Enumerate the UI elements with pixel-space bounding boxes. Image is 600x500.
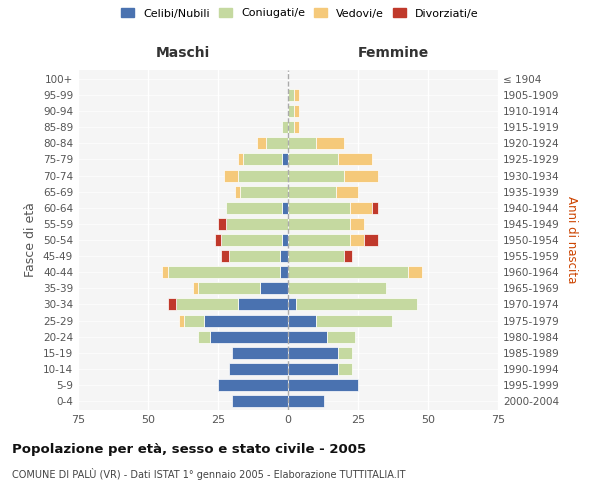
Bar — [288, 186, 335, 198]
Bar — [221, 250, 229, 262]
Bar — [288, 330, 327, 342]
Bar — [288, 282, 386, 294]
Bar — [288, 202, 350, 214]
Bar — [229, 250, 280, 262]
Bar — [179, 314, 184, 326]
Bar — [350, 202, 372, 214]
Bar — [241, 186, 288, 198]
Text: Maschi: Maschi — [156, 46, 210, 60]
Bar — [288, 379, 358, 391]
Bar — [316, 314, 392, 326]
Bar — [327, 330, 355, 342]
Bar — [283, 234, 288, 246]
Bar — [209, 330, 288, 342]
Y-axis label: Fasce di età: Fasce di età — [25, 202, 37, 278]
Bar — [204, 314, 288, 326]
Bar — [215, 234, 221, 246]
Bar — [266, 138, 288, 149]
Bar — [316, 138, 344, 149]
Bar — [288, 314, 316, 326]
Bar — [238, 154, 243, 166]
Bar — [162, 266, 167, 278]
Bar — [293, 105, 299, 117]
Bar — [229, 363, 288, 375]
Bar — [218, 379, 288, 391]
Bar — [232, 395, 288, 407]
Bar — [238, 298, 288, 310]
Bar — [288, 105, 293, 117]
Text: Popolazione per età, sesso e stato civile - 2005: Popolazione per età, sesso e stato civil… — [12, 442, 366, 456]
Bar — [296, 298, 417, 310]
Bar — [288, 250, 344, 262]
Bar — [167, 298, 176, 310]
Bar — [293, 89, 299, 101]
Bar — [167, 266, 280, 278]
Bar — [293, 121, 299, 133]
Bar — [288, 218, 350, 230]
Bar — [280, 266, 288, 278]
Text: Femmine: Femmine — [358, 46, 428, 60]
Bar — [260, 282, 288, 294]
Bar — [193, 282, 199, 294]
Bar — [338, 363, 352, 375]
Bar — [350, 218, 364, 230]
Bar — [344, 250, 352, 262]
Bar — [283, 202, 288, 214]
Bar — [283, 121, 288, 133]
Bar — [235, 186, 241, 198]
Bar — [288, 154, 338, 166]
Bar — [184, 314, 204, 326]
Bar — [238, 170, 288, 181]
Bar — [338, 347, 352, 359]
Bar — [344, 170, 377, 181]
Bar — [288, 121, 293, 133]
Bar — [232, 347, 288, 359]
Legend: Celibi/Nubili, Coniugati/e, Vedovi/e, Divorziati/e: Celibi/Nubili, Coniugati/e, Vedovi/e, Di… — [121, 8, 479, 18]
Bar — [199, 330, 209, 342]
Bar — [364, 234, 377, 246]
Bar — [280, 250, 288, 262]
Bar — [350, 234, 364, 246]
Bar — [218, 218, 226, 230]
Bar — [257, 138, 266, 149]
Bar — [409, 266, 422, 278]
Bar — [372, 202, 377, 214]
Bar — [226, 218, 288, 230]
Bar — [199, 282, 260, 294]
Bar — [221, 234, 283, 246]
Bar — [288, 266, 409, 278]
Bar — [176, 298, 238, 310]
Text: COMUNE DI PALÙ (VR) - Dati ISTAT 1° gennaio 2005 - Elaborazione TUTTITALIA.IT: COMUNE DI PALÙ (VR) - Dati ISTAT 1° genn… — [12, 468, 406, 479]
Bar — [288, 234, 350, 246]
Bar — [288, 363, 338, 375]
Bar — [288, 138, 316, 149]
Bar — [288, 89, 293, 101]
Bar — [288, 347, 338, 359]
Bar — [338, 154, 372, 166]
Bar — [288, 395, 325, 407]
Y-axis label: Anni di nascita: Anni di nascita — [565, 196, 578, 284]
Bar — [335, 186, 358, 198]
Bar — [224, 170, 238, 181]
Bar — [288, 298, 296, 310]
Bar — [283, 154, 288, 166]
Bar — [243, 154, 283, 166]
Bar — [288, 170, 344, 181]
Bar — [226, 202, 283, 214]
